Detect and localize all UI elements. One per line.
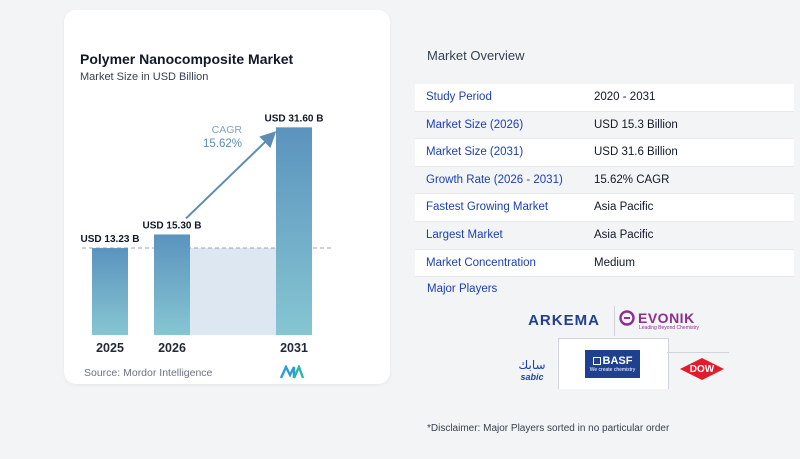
table-row: Growth Rate (2026 - 2031) 15.62% CAGR (415, 167, 794, 195)
row-value: Asia Pacific (594, 228, 654, 241)
dow-logo: DOW (677, 356, 727, 382)
row-value: Asia Pacific (594, 201, 654, 214)
reference-band (190, 248, 276, 335)
row-value: 2020 - 2031 (594, 91, 656, 103)
basf-square-icon (592, 357, 601, 365)
arkema-logo: ARKEMA (515, 306, 613, 334)
row-label: Fastest Growing Market (426, 201, 549, 214)
bar-value-label: USD 15.30 B (143, 220, 202, 231)
major-players-title: Major Players (427, 283, 498, 295)
logo-divider (667, 352, 729, 353)
bar-value-label: USD 31.60 B (265, 113, 324, 124)
bar-2026 (154, 234, 190, 335)
bar-2025 (92, 248, 128, 335)
table-row: Study Period 2020 - 2031 (415, 84, 794, 112)
bar-2031 (276, 127, 312, 335)
chart-subtitle: Market Size in USD Billion (80, 71, 209, 83)
logo-divider (614, 306, 615, 336)
bar-chart: USD 13.23 B 2025 USD 15.30 B 2026 USD 31.60 … (81, 113, 332, 355)
table-row: Fastest Growing Market Asia Pacific (415, 194, 794, 222)
table-row: Market Concentration Medium (415, 249, 794, 278)
sabic-wordmark: sabic (520, 371, 544, 382)
x-tick-label: 2026 (158, 341, 186, 355)
evonik-logo: EVONIK Leading Beyond Chemistry (619, 304, 715, 336)
cagr-arrow (185, 131, 277, 220)
row-label: Market Size (2031) (426, 146, 524, 159)
overview-table: Study Period 2020 - 2031 Market Size (20… (415, 84, 794, 278)
table-row: Market Size (2026) USD 15.3 Billion (415, 112, 794, 140)
basf-logo: BASF We create chemistry (585, 350, 640, 378)
row-label: Study Period (426, 91, 492, 103)
evonik-wordmark: EVONIK (638, 309, 695, 326)
cagr-value: 15.62% (203, 138, 242, 150)
evonik-tagline: Leading Beyond Chemistry (639, 324, 700, 331)
bar-value-label: USD 13.23 B (81, 234, 140, 245)
row-value: USD 31.6 Billion (594, 146, 678, 159)
dow-diamond-icon (680, 358, 724, 380)
evonik-mark-icon (619, 309, 635, 326)
table-row: Market Size (2031) USD 31.6 Billion (415, 139, 794, 167)
row-value: Medium (594, 256, 635, 269)
cagr-label: CAGR (212, 124, 243, 136)
sabic-arabic-wordmark: سابك (518, 357, 546, 372)
source-caption: Source: Mordor Intelligence (84, 367, 213, 379)
row-value: USD 15.3 Billion (594, 118, 678, 131)
row-label: Market Concentration (426, 256, 536, 269)
chart-title: Polymer Nanocomposite Market (80, 51, 294, 67)
mordor-intelligence-logo (280, 365, 304, 379)
overview-title: Market Overview (427, 48, 525, 63)
table-row: Largest Market Asia Pacific (415, 222, 794, 250)
x-tick-label: 2031 (280, 341, 308, 355)
market-overview-panel: Market Overview Study Period 2020 - 2031… (415, 0, 800, 459)
disclaimer-text: *Disclaimer: Major Players sorted in no … (427, 423, 670, 434)
row-label: Largest Market (426, 228, 503, 241)
row-value: 15.62% CAGR (594, 173, 670, 186)
basf-wordmark: BASF (602, 355, 633, 367)
sabic-logo: سابك sabic (507, 353, 557, 387)
row-label: Market Size (2026) (426, 118, 524, 131)
dow-wordmark: DOW (689, 363, 715, 375)
x-tick-label: 2025 (96, 341, 124, 355)
chart-card: Polymer Nanocomposite Market Market Size… (64, 10, 390, 384)
arkema-wordmark: ARKEMA (528, 311, 600, 329)
basf-tagline: We create chemistry (589, 367, 636, 373)
row-label: Growth Rate (2026 - 2031) (426, 173, 563, 186)
